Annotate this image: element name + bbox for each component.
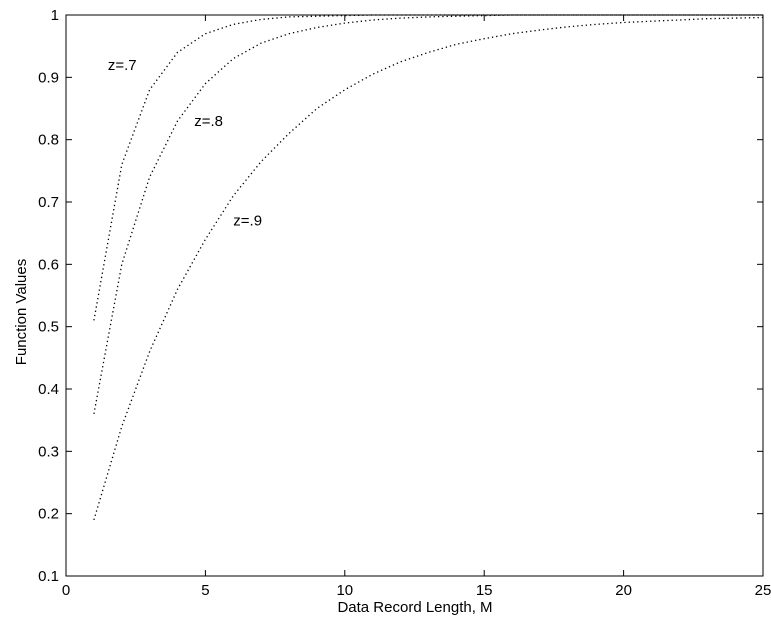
x-axis-title: Data Record Length, M <box>337 599 492 616</box>
x-tick-label: 5 <box>201 582 209 599</box>
curve-annotation: z=.7 <box>108 57 137 74</box>
series-line-first <box>93 14 763 321</box>
x-tick-label: 0 <box>62 582 70 599</box>
y-axis-title: Function Values <box>13 259 30 365</box>
curve-annotation: z=.9 <box>233 213 262 230</box>
y-tick-label: 0.2 <box>38 506 59 523</box>
y-tick-label: 0.4 <box>38 381 59 398</box>
y-tick-label: 0.5 <box>38 319 59 336</box>
y-tick-label: 0.1 <box>38 568 59 585</box>
series-line-second <box>93 14 763 415</box>
x-tick-label: 20 <box>615 582 632 599</box>
x-tick-label: 25 <box>755 582 771 599</box>
ticks-layer: 0 5 10 15 20 25 0.1 0.2 0.3 0.4 0.5 0.6 0.7 0.8 0.9 1 <box>38 7 771 599</box>
y-tick-label: 0.8 <box>38 132 59 149</box>
curve-annotation: z=.8 <box>194 113 223 130</box>
y-tick-label: 0.3 <box>38 443 59 460</box>
y-tick-label: 0.6 <box>38 256 59 273</box>
y-tick-label: 1 <box>51 7 59 24</box>
series-layer <box>93 14 764 521</box>
y-tick-label: 0.9 <box>38 69 59 86</box>
y-tick-label: 0.7 <box>38 194 59 211</box>
x-tick-label: 10 <box>336 582 353 599</box>
x-tick-label: 15 <box>476 582 493 599</box>
plot-area <box>65 14 764 577</box>
annotations-layer: z=.7 z=.8 z=.9 <box>108 57 262 230</box>
